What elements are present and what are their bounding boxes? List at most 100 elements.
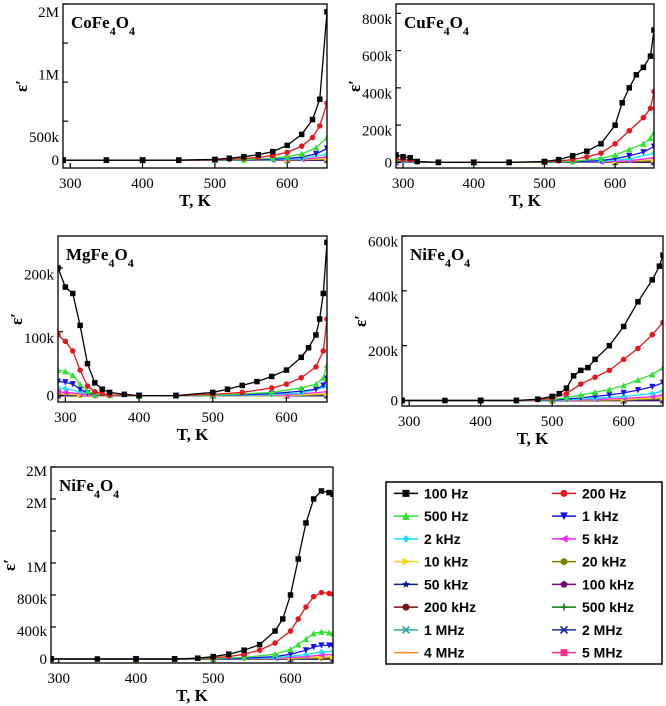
- data-point: [305, 344, 312, 351]
- data-point: [598, 150, 604, 156]
- data-point: [295, 641, 302, 648]
- data-point: [310, 593, 317, 600]
- data-point: [99, 386, 105, 392]
- data-point: [298, 354, 304, 361]
- y-tick-label: 1M: [38, 67, 59, 83]
- data-point: [324, 239, 327, 246]
- y-tick-label: 400k: [362, 86, 393, 102]
- data-point: [329, 648, 333, 655]
- data-point: [320, 382, 327, 389]
- data-point: [121, 391, 128, 398]
- series-200-hz: [63, 100, 327, 163]
- data-point: [175, 157, 182, 163]
- data-point: [651, 88, 654, 95]
- plot-area: [396, 27, 654, 166]
- data-point: [592, 374, 598, 380]
- legend-label: 20 kHz: [582, 554, 626, 570]
- data-point: [84, 360, 91, 367]
- series-100-hz: [58, 239, 327, 399]
- data-point: [287, 592, 294, 598]
- data-point: [633, 72, 640, 78]
- y-axis-title: ε′: [0, 559, 19, 571]
- legend-label: 4 MHz: [424, 645, 464, 661]
- data-point: [69, 348, 76, 354]
- y-tick-label: 200k: [362, 124, 393, 140]
- data-point: [312, 144, 320, 151]
- data-point: [317, 123, 323, 129]
- data-point: [69, 381, 76, 388]
- legend-marker: [560, 557, 568, 566]
- data-point: [58, 384, 62, 392]
- y-tick-label: 2M: [26, 464, 47, 480]
- data-point: [284, 153, 291, 160]
- data-point: [302, 651, 310, 658]
- data-point: [325, 629, 333, 636]
- plot-area: [51, 488, 333, 663]
- data-point: [659, 364, 663, 371]
- legend-marker: [559, 534, 568, 543]
- legend-label: 500 Hz: [424, 508, 468, 524]
- y-tick-label: 800k: [362, 12, 393, 28]
- data-point: [620, 356, 627, 363]
- data-point: [556, 390, 563, 397]
- legend-entry: 200 kHz: [394, 599, 476, 615]
- data-point: [606, 386, 613, 393]
- legend-entry: 200 Hz: [552, 485, 626, 501]
- data-point: [309, 116, 316, 123]
- data-point: [555, 156, 562, 163]
- data-point: [302, 647, 310, 654]
- chart-panel-4: 300 400 500 600 0 200k 400k 600k T, K ε′ NiFe4O4: [351, 234, 664, 448]
- data-point: [598, 141, 604, 147]
- data-point: [84, 383, 91, 389]
- data-point: [407, 155, 413, 161]
- legend-entry: 500 kHz: [552, 599, 634, 615]
- data-point: [414, 158, 420, 165]
- data-point: [626, 146, 633, 153]
- panel-title: NiFe4O4: [59, 476, 119, 501]
- data-point: [620, 393, 627, 400]
- y-tick-label: 600k: [362, 49, 393, 65]
- data-point: [298, 384, 305, 391]
- data-point: [650, 149, 654, 157]
- x-axis-title: T, K: [517, 429, 550, 448]
- data-point: [225, 651, 232, 657]
- data-point: [256, 647, 263, 653]
- legend-marker: [560, 512, 568, 521]
- data-point: [513, 397, 520, 404]
- series-line: [51, 490, 333, 660]
- data-point: [312, 150, 320, 158]
- plot-area: [402, 252, 663, 404]
- data-point: [442, 397, 448, 404]
- data-point: [650, 129, 654, 136]
- legend-entry: 2 kHz: [394, 531, 461, 547]
- x-tick-label: 600: [604, 176, 627, 192]
- data-point: [268, 385, 275, 391]
- x-tick-label: 400: [469, 414, 492, 430]
- x-tick-label: 300: [47, 671, 70, 687]
- data-point: [303, 604, 309, 610]
- data-point: [303, 520, 309, 526]
- data-point: [660, 252, 663, 258]
- data-point: [651, 27, 654, 33]
- series-100-hz: [402, 252, 663, 404]
- data-point: [400, 154, 406, 160]
- data-point: [210, 653, 216, 660]
- panel-title: CoFe4O4: [71, 13, 135, 38]
- data-point: [58, 332, 61, 338]
- data-point: [106, 389, 113, 396]
- data-point: [195, 655, 201, 661]
- data-point: [323, 383, 327, 390]
- x-tick-label: 600: [279, 671, 302, 687]
- legend-entry: 5 MHz: [552, 645, 622, 661]
- data-point: [283, 367, 290, 373]
- legend-label: 100 Hz: [424, 485, 468, 501]
- data-point: [287, 628, 294, 634]
- legend-entry: 1 MHz: [394, 622, 464, 638]
- data-point: [578, 381, 584, 387]
- y-tick-label: 0: [47, 389, 55, 405]
- y-tick-label: 200k: [24, 267, 55, 283]
- y-tick-label: 0: [385, 155, 393, 171]
- data-point: [578, 367, 584, 374]
- x-tick-label: 500: [533, 176, 556, 192]
- data-point: [570, 373, 577, 379]
